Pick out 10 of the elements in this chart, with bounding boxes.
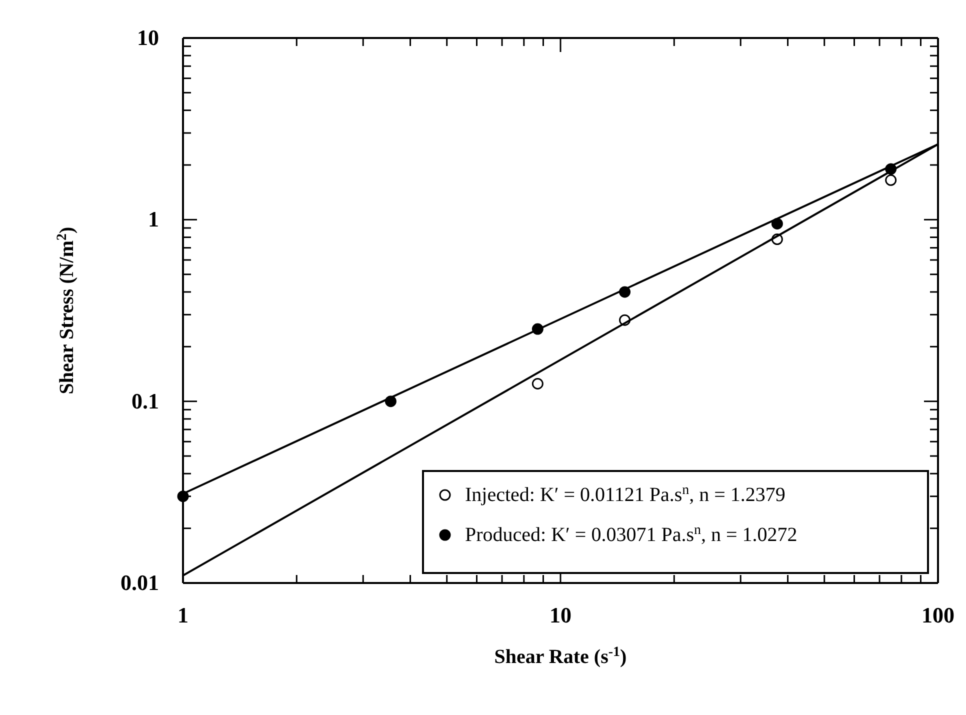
y-tick-label: 0.1 xyxy=(132,388,159,414)
x-tick-label: 10 xyxy=(550,602,572,628)
x-axis-title: Shear Rate (s$^{-1}$) xyxy=(494,644,627,668)
y-tick-label: 0.01 xyxy=(120,570,159,596)
x-tick-label: 1 xyxy=(178,602,188,628)
x-tick-label: 100 xyxy=(922,602,954,628)
y-tick-label: 1 xyxy=(148,206,159,232)
y-tick-label: 10 xyxy=(137,25,159,50)
legend-label: Injected: K′ = 0.01121 Pa.s$^{n}$, n = 1.2379 xyxy=(465,482,786,506)
legend-label: Produced: K′ = 0.03071 Pa.s$^{n}$, n = 1.0272 xyxy=(465,522,798,546)
